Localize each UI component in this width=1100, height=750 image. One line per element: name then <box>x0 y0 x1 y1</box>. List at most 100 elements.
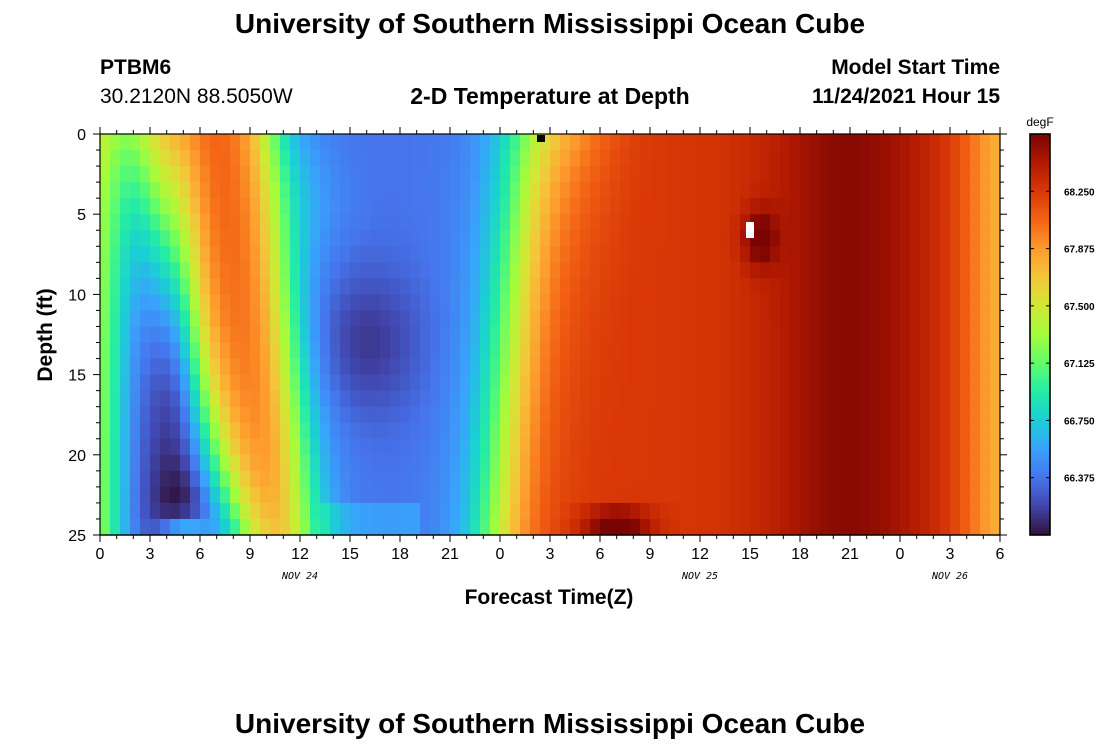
heatmap-cell <box>240 390 251 408</box>
heatmap-cell <box>310 390 321 408</box>
heatmap-cell <box>740 502 751 520</box>
heatmap-cell <box>230 454 241 472</box>
heatmap-cell <box>190 262 201 279</box>
heatmap-cell <box>150 470 161 488</box>
heatmap-cell <box>930 278 941 295</box>
heatmap-cell <box>430 198 441 215</box>
heatmap-cell <box>710 486 721 504</box>
heatmap-cell <box>840 502 851 520</box>
heatmap-cell <box>240 182 251 199</box>
heatmap-cell <box>190 422 201 440</box>
heatmap-cell <box>700 374 711 392</box>
heatmap-cell <box>110 358 121 376</box>
heatmap-cell <box>940 390 951 408</box>
heatmap-cell <box>490 294 501 312</box>
heatmap-cell <box>660 470 671 488</box>
heatmap-cell <box>780 214 791 231</box>
heatmap-cell <box>460 326 471 344</box>
heatmap-cell <box>580 358 591 376</box>
heatmap-cell <box>940 438 951 456</box>
heatmap-cell <box>510 278 521 295</box>
heatmap-cell <box>490 454 501 472</box>
heatmap-cell <box>770 150 781 167</box>
heatmap-cell <box>220 422 231 440</box>
heatmap-cell <box>110 310 121 328</box>
heatmap-cell <box>630 342 641 360</box>
heatmap-cell <box>540 134 551 151</box>
heatmap-cell <box>150 310 161 328</box>
heatmap-cell <box>310 518 321 536</box>
heatmap-cell <box>930 262 941 279</box>
heatmap-cell <box>740 246 751 263</box>
heatmap-cell <box>720 182 731 199</box>
heatmap-cell <box>300 150 311 167</box>
heatmap-cell <box>440 294 451 312</box>
heatmap-cell <box>850 470 861 488</box>
heatmap-cell <box>490 502 501 520</box>
heatmap-cell <box>630 198 641 215</box>
heatmap-cell <box>590 390 601 408</box>
heatmap-cell <box>500 342 511 360</box>
heatmap-cell <box>900 294 911 312</box>
heatmap-cell <box>710 310 721 328</box>
heatmap-cell <box>350 438 361 456</box>
heatmap-cell <box>780 470 791 488</box>
heatmap-cell <box>470 166 481 183</box>
heatmap-cell <box>340 358 351 376</box>
heatmap-cell <box>240 262 251 279</box>
heatmap-cell <box>860 406 871 424</box>
heatmap-cell <box>640 278 651 295</box>
heatmap-cell <box>680 310 691 328</box>
heatmap-cell <box>180 214 191 231</box>
heatmap-cell <box>520 390 531 408</box>
heatmap-cell <box>580 342 591 360</box>
heatmap-cell <box>150 438 161 456</box>
heatmap-cell <box>330 486 341 504</box>
heatmap-cell <box>380 486 391 504</box>
heatmap-cell <box>420 230 431 247</box>
heatmap-cell <box>890 486 901 504</box>
heatmap-cell <box>370 342 381 360</box>
heatmap-cell <box>460 342 471 360</box>
heatmap-cell <box>410 294 421 312</box>
heatmap-cell <box>560 502 571 520</box>
heatmap-cell <box>460 198 471 215</box>
heatmap-cell <box>620 134 631 151</box>
heatmap-cell <box>810 294 821 312</box>
heatmap-cell <box>990 358 1001 376</box>
heatmap-cell <box>170 182 181 199</box>
heatmap-cell <box>890 326 901 344</box>
heatmap-cell <box>550 502 561 520</box>
heatmap-cell <box>240 166 251 183</box>
heatmap-cell <box>420 358 431 376</box>
heatmap-cell <box>760 278 771 295</box>
heatmap-cell <box>380 342 391 360</box>
heatmap-cell <box>540 278 551 295</box>
heatmap-cell <box>270 294 281 312</box>
heatmap-cell <box>290 406 301 424</box>
heatmap-cell <box>980 342 991 360</box>
heatmap-cell <box>470 358 481 376</box>
heatmap-cell <box>550 486 561 504</box>
heatmap-cell <box>560 422 571 440</box>
heatmap-cell <box>890 214 901 231</box>
heatmap-cell <box>630 406 641 424</box>
heatmap-cell <box>300 230 311 247</box>
heatmap-cell <box>450 182 461 199</box>
heatmap-cell <box>180 470 191 488</box>
heatmap-cell <box>920 518 931 536</box>
heatmap-cell <box>840 326 851 344</box>
heatmap-cell <box>970 150 981 167</box>
heatmap-cell <box>430 230 441 247</box>
heatmap-cell <box>400 422 411 440</box>
heatmap-cell <box>650 150 661 167</box>
heatmap-cell <box>660 358 671 376</box>
heatmap-cell <box>190 518 201 536</box>
heatmap-cell <box>320 454 331 472</box>
heatmap-cell <box>140 214 151 231</box>
heatmap-cell <box>210 390 221 408</box>
heatmap-cell <box>590 326 601 344</box>
heatmap-cell <box>160 150 171 167</box>
heatmap-cell <box>490 198 501 215</box>
heatmap-cell <box>180 134 191 151</box>
